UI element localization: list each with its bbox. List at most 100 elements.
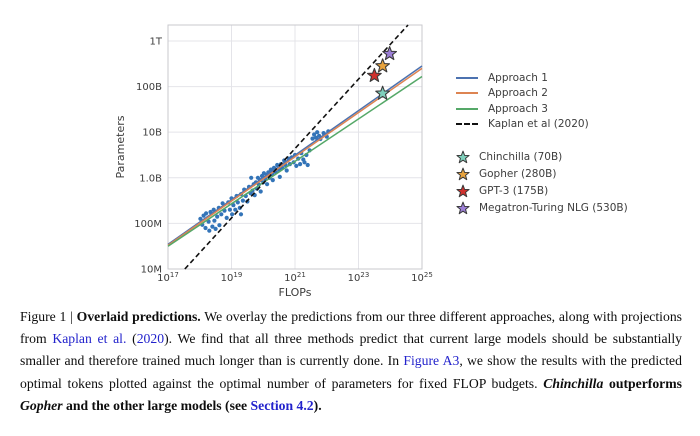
- caption-run: Figure 1 |: [20, 309, 77, 324]
- legend-label-approach-3: Approach 3: [488, 102, 548, 115]
- gpt3-star-icon: [455, 183, 471, 199]
- star-marker: [366, 67, 382, 82]
- scatter-point: [310, 136, 315, 141]
- caption-run: Chinchilla: [543, 375, 604, 391]
- legend-gap: [456, 132, 692, 148]
- caption-run: ). We find that all three methods predic…: [20, 331, 682, 369]
- scatter-point: [230, 212, 235, 217]
- legend-label-megatron: Megatron-Turing NLG (530B): [479, 201, 628, 214]
- y-tick-label: 100M: [134, 219, 162, 230]
- caption-run: ).: [313, 397, 322, 413]
- x-tick-label: 1025: [411, 271, 433, 284]
- scatter-point: [277, 174, 282, 179]
- star-marker: [382, 45, 398, 61]
- legend-label-approach-2: Approach 2: [488, 87, 548, 100]
- caption-run: Gopher: [20, 397, 63, 413]
- scatter-point: [212, 218, 217, 223]
- y-tick-label: 10M: [141, 265, 162, 276]
- legend-item-megatron: Megatron-Turing NLG (530B): [456, 199, 692, 216]
- caption-run: outperforms: [603, 375, 682, 391]
- scatter-point: [210, 224, 215, 229]
- figure-caption: Figure 1 | Overlaid predictions. We over…: [20, 306, 682, 417]
- legend-item-gpt3: GPT-3 (175B): [456, 182, 692, 199]
- legend-label-gopher: Gopher (280B): [479, 167, 557, 180]
- y-tick-label: 1.0B: [139, 173, 162, 184]
- scatter-point: [313, 135, 319, 140]
- scatter-point: [312, 132, 317, 137]
- scatter-point: [204, 211, 209, 216]
- x-axis-label: FLOPs: [279, 286, 312, 299]
- approach-2-line-swatch: [456, 92, 478, 95]
- caption-link[interactable]: 2020: [136, 331, 165, 347]
- scatter-point: [207, 228, 212, 233]
- scatter-point: [265, 182, 270, 187]
- legend-label-gpt3: GPT-3 (175B): [479, 184, 549, 197]
- caption-run: (: [126, 331, 137, 347]
- scatter-point: [235, 200, 240, 205]
- scatter-point: [233, 207, 238, 212]
- legend-item-approach-1: Approach 1: [456, 70, 692, 86]
- star-marker: [375, 85, 391, 100]
- legend-item-kaplan: Kaplan et al (2020): [456, 117, 692, 133]
- scatter-point: [220, 201, 225, 206]
- caption-run: Overlaid predictions.: [76, 309, 201, 324]
- x-tick-label: 1023: [348, 271, 370, 284]
- megatron-star-icon: [455, 200, 471, 216]
- scatter-point: [284, 168, 289, 173]
- legend-label-kaplan: Kaplan et al (2020): [488, 118, 589, 131]
- figure-chart: 1T 100B 10B 1.0B 100M 10M 1017 1019 1021 1023 1025…: [114, 24, 692, 299]
- legend-item-approach-3: Approach 3: [456, 101, 692, 117]
- caption-run: , we show the results with the predicted…: [20, 353, 682, 391]
- legend-star-glyph: [456, 201, 470, 214]
- legend-item-approach-2: Approach 2: [456, 86, 692, 102]
- approach-3-line-swatch: [456, 107, 478, 110]
- caption-link[interactable]: Figure A3: [403, 353, 460, 369]
- scatter-point: [249, 175, 254, 180]
- scatter-point: [258, 189, 263, 194]
- plot-border: [167, 24, 423, 270]
- kaplan-dashed-line-swatch: [456, 123, 478, 126]
- chart-legend: Approach 1 Approach 2 Approach 3 Kaplan …: [456, 70, 692, 216]
- scatter-point: [270, 178, 275, 183]
- scatter-point: [213, 226, 218, 231]
- legend-label-chinchilla: Chinchilla (70B): [479, 150, 563, 163]
- legend-star-glyph: [456, 184, 470, 197]
- scatter-point: [294, 163, 299, 168]
- y-axis-label: Parameters: [114, 115, 127, 178]
- scatter-point: [298, 162, 303, 167]
- scatter-point: [315, 130, 320, 135]
- x-tick-label: 1021: [284, 271, 306, 284]
- legend-item-chinchilla: Chinchilla (70B): [456, 148, 692, 165]
- legend-label-approach-1: Approach 1: [488, 71, 548, 84]
- caption-link[interactable]: Section 4.2: [250, 397, 314, 413]
- scatter-point: [240, 198, 245, 203]
- kaplan-dashed-line: [184, 24, 409, 270]
- y-tick-label: 100B: [136, 82, 162, 93]
- scatter-point: [203, 225, 208, 231]
- x-tick-label: 1019: [221, 271, 243, 284]
- scatter-point: [227, 207, 232, 212]
- scatter-point: [302, 160, 307, 165]
- y-tick-label: 10B: [142, 128, 162, 139]
- star-marker: [375, 58, 391, 73]
- approach-3-line: [167, 75, 423, 247]
- scatter-point: [238, 212, 244, 217]
- legend-star-glyph: [456, 150, 470, 163]
- legend-star-glyph: [456, 167, 470, 180]
- y-tick-label: 1T: [150, 36, 163, 47]
- legend-item-gopher: Gopher (280B): [456, 165, 692, 182]
- caption-run: We overlay the predictions from our thre…: [20, 309, 682, 347]
- scatter-point: [219, 212, 224, 217]
- x-tick-label: 1017: [157, 271, 179, 284]
- gopher-star-icon: [455, 166, 471, 182]
- scatter-point: [198, 216, 203, 221]
- chinchilla-star-icon: [455, 149, 471, 165]
- scatter-point: [224, 215, 229, 220]
- scatter-point: [215, 214, 220, 219]
- approach-1-line-swatch: [456, 76, 478, 79]
- caption-link[interactable]: Kaplan et al.: [52, 331, 127, 347]
- scatter-point: [275, 162, 280, 168]
- scatter-point: [217, 223, 222, 228]
